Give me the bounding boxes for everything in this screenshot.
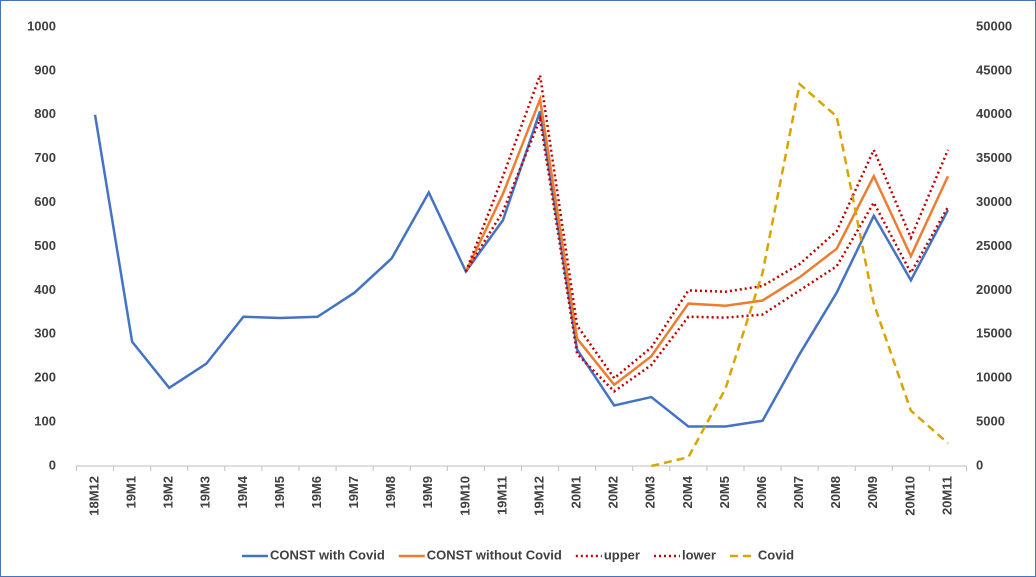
line-series xyxy=(464,74,950,381)
line-series xyxy=(93,110,950,428)
x-tick-label: 20M7 xyxy=(791,476,806,509)
x-tick-label: 19M9 xyxy=(420,476,435,509)
legend-label: lower xyxy=(682,547,716,562)
x-tick-label: 19M6 xyxy=(309,476,324,509)
y-tick-label: 200 xyxy=(34,370,56,385)
x-tick-label: 19M5 xyxy=(272,476,287,509)
x-tick-label: 20M2 xyxy=(606,476,621,509)
y-tick-label: 1000 xyxy=(27,18,56,33)
line-series xyxy=(651,81,949,468)
x-tick-label: 18M12 xyxy=(86,476,101,516)
y-tick-label: 100 xyxy=(34,414,56,429)
x-tick-label: 20M11 xyxy=(939,476,954,515)
y2-tick-label: 35000 xyxy=(976,150,1012,165)
x-tick-label: 19M4 xyxy=(235,475,250,508)
x-tick-label: 20M4 xyxy=(680,475,695,508)
x-tick-label: 19M10 xyxy=(457,476,472,516)
x-tick-label: 20M5 xyxy=(717,476,732,509)
y-tick-label: 900 xyxy=(34,62,56,77)
legend-label: upper xyxy=(604,547,640,562)
y2-tick-label: 10000 xyxy=(976,370,1012,385)
x-tick-label: 19M1 xyxy=(124,476,139,509)
y2-tick-label: 40000 xyxy=(976,106,1012,121)
x-tick-label: 19M2 xyxy=(161,476,176,509)
y2-tick-label: 0 xyxy=(976,457,983,472)
y-tick-label: 0 xyxy=(49,457,56,472)
line-series xyxy=(464,94,950,387)
x-tick-label: 20M6 xyxy=(754,476,769,509)
y-tick-label: 300 xyxy=(34,326,56,341)
y2-tick-label: 45000 xyxy=(976,62,1012,77)
y2-tick-label: 25000 xyxy=(976,238,1012,253)
line-series xyxy=(464,114,950,394)
y2-tick-label: 20000 xyxy=(976,282,1012,297)
x-tick-label: 20M10 xyxy=(902,476,917,516)
x-tick-label: 19M8 xyxy=(383,476,398,509)
x-tick-label: 19M3 xyxy=(198,476,213,509)
x-tick-label: 19M11 xyxy=(494,476,509,515)
y2-tick-label: 50000 xyxy=(976,18,1012,33)
y-tick-label: 800 xyxy=(34,106,56,121)
y2-tick-label: 30000 xyxy=(976,194,1012,209)
y-tick-label: 400 xyxy=(34,282,56,297)
legend-label: Covid xyxy=(758,547,794,562)
y2-tick-label: 5000 xyxy=(976,414,1005,429)
y-tick-label: 700 xyxy=(34,150,56,165)
y2-tick-label: 15000 xyxy=(976,326,1012,341)
legend-label: CONST with Covid xyxy=(270,547,385,562)
x-tick-label: 20M8 xyxy=(828,476,843,509)
x-tick-label: 19M12 xyxy=(531,476,546,516)
x-tick-label: 20M9 xyxy=(865,476,880,509)
legend-label: CONST without Covid xyxy=(427,547,562,562)
x-tick-label: 20M3 xyxy=(643,476,658,509)
x-tick-label: 19M7 xyxy=(346,476,361,509)
y-tick-label: 500 xyxy=(34,238,56,253)
y-tick-label: 600 xyxy=(34,194,56,209)
x-tick-label: 20M1 xyxy=(569,476,584,509)
